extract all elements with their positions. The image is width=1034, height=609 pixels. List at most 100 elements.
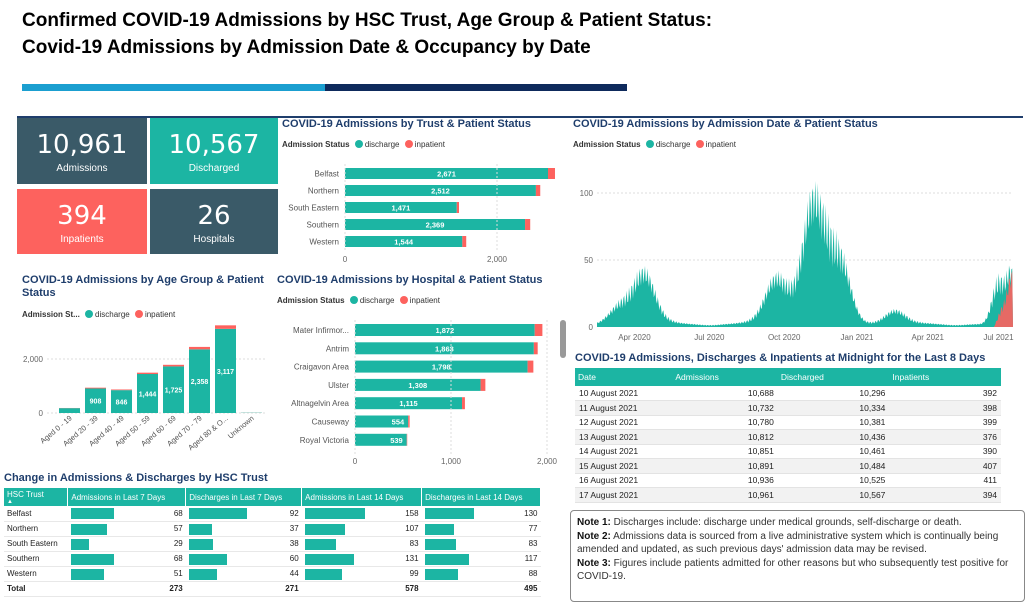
note-text: Discharges include: discharge under medi…: [610, 517, 962, 528]
legend-title: Admission Status: [282, 140, 350, 149]
table-cell: 399: [889, 415, 1001, 430]
bar-discharge[interactable]: [355, 360, 528, 373]
bar-discharge[interactable]: [137, 374, 158, 413]
legend-discharge[interactable]: discharge: [364, 140, 400, 149]
bar-discharge[interactable]: [345, 185, 536, 196]
bar-value-label: 1,725: [165, 388, 183, 395]
table-cell: 10,961: [672, 487, 778, 503]
legend-inpatient[interactable]: inpatient: [409, 296, 440, 305]
trust-cell: Belfast: [4, 506, 68, 522]
column-header[interactable]: Admissions: [672, 368, 778, 386]
legend-inpatient[interactable]: inpatient: [144, 310, 176, 319]
inpatient-dot-icon: [404, 140, 413, 148]
category-label: Antrim: [326, 344, 349, 353]
legend-title: Admission Status: [277, 296, 345, 305]
bar-inpatient[interactable]: [215, 325, 236, 329]
series-inpatient[interactable]: [993, 271, 1013, 327]
bar-discharge[interactable]: [345, 168, 548, 179]
bar-value-label: 1,444: [139, 392, 157, 399]
column-header[interactable]: Admissions in Last 7 Days: [67, 488, 187, 506]
kpi-discharged[interactable]: 10,567 Discharged: [150, 118, 278, 184]
legend-discharge[interactable]: discharge: [655, 140, 691, 149]
trust-legend: Admission Status discharge inpatient: [282, 140, 445, 149]
bar-discharge[interactable]: [355, 342, 534, 355]
bar-inpatient[interactable]: [533, 342, 538, 355]
legend-discharge[interactable]: discharge: [95, 310, 130, 319]
table-cell: 14 August 2021: [575, 444, 673, 459]
table-row: 13 August 2021 10,812 10,436 376: [575, 429, 1001, 445]
table-cell: 10,436: [777, 429, 890, 445]
column-header[interactable]: Inpatients: [889, 368, 1001, 386]
sort-up-icon[interactable]: ▲: [7, 498, 13, 505]
bar-discharge[interactable]: [345, 202, 457, 213]
bar-discharge[interactable]: [163, 366, 184, 413]
value-cell: 60: [185, 551, 302, 567]
inpatient-dot-icon: [695, 140, 704, 148]
bar-inpatient[interactable]: [111, 389, 132, 391]
bar-discharge[interactable]: [59, 408, 80, 413]
bar-discharge[interactable]: [111, 390, 132, 413]
kpi-admissions[interactable]: 10,961 Admissions: [17, 118, 147, 184]
bar-discharge[interactable]: [215, 328, 236, 413]
category-label: Northern: [308, 187, 339, 196]
bar-discharge[interactable]: [355, 433, 407, 446]
bar-discharge[interactable]: [345, 236, 463, 247]
bar-inpatient[interactable]: [85, 387, 106, 389]
date-area-chart: 0 50 100 Apr 2020 Jul 2020 Oct 2020 Jan 2021 Ap…: [580, 181, 1014, 342]
bar-inpatient[interactable]: [480, 378, 486, 391]
bar-discharge[interactable]: [189, 349, 210, 413]
column-header[interactable]: Discharges in Last 14 Days: [421, 488, 541, 506]
bar-inpatient[interactable]: [189, 346, 210, 350]
kpi-inpatients[interactable]: 394 Inpatients: [17, 189, 147, 254]
legend-discharge[interactable]: discharge: [359, 296, 395, 305]
bar-discharge[interactable]: [355, 415, 409, 428]
note-text: Admissions data is sourced from a live a…: [577, 530, 999, 556]
column-header[interactable]: Discharges in Last 7 Days: [185, 488, 303, 506]
y-tick-label: 0: [39, 409, 44, 418]
value-cell: 117: [421, 551, 541, 567]
data-bar: [70, 538, 90, 550]
legend-inpatient[interactable]: inpatient: [705, 140, 736, 149]
table-cell: 13 August 2021: [575, 429, 673, 445]
hospital-chart-scrollbar[interactable]: [560, 320, 566, 358]
cell-value: 68: [173, 554, 183, 563]
value-cell: 51: [67, 566, 186, 582]
bar-discharge[interactable]: [85, 388, 106, 413]
data-bar: [304, 523, 346, 535]
table-cell: 10,334: [777, 400, 890, 416]
bar-inpatient[interactable]: [408, 415, 410, 428]
bar-inpatient[interactable]: [137, 372, 158, 375]
table-cell: 17 August 2021: [575, 487, 673, 503]
column-header[interactable]: Date: [575, 368, 673, 386]
bar-inpatient[interactable]: [527, 360, 534, 373]
bar-discharge[interactable]: [345, 219, 526, 230]
column-header[interactable]: Discharged: [777, 368, 890, 386]
bar-inpatient[interactable]: [163, 364, 184, 367]
bar-inpatient[interactable]: [534, 324, 543, 336]
column-header[interactable]: Admissions in Last 14 Days: [301, 488, 423, 506]
bar-inpatient[interactable]: [462, 236, 467, 247]
bar-inpatient[interactable]: [525, 219, 531, 230]
column-header[interactable]: HSC Trust ▲: [4, 488, 69, 506]
data-bar: [70, 568, 104, 580]
legend-title: Admission St...: [22, 310, 80, 319]
bar-value-label: 539: [390, 436, 403, 445]
bar-inpatient[interactable]: [462, 397, 465, 410]
cell-value: 130: [524, 508, 538, 518]
kpi-hospitals[interactable]: 26 Hospitals: [150, 189, 278, 254]
bar-value-label: 846: [116, 400, 128, 407]
bar-inpatient[interactable]: [456, 202, 459, 213]
bar-discharge[interactable]: [355, 378, 481, 391]
total-row: Total 273 271 578 495: [4, 580, 541, 597]
bar-discharge[interactable]: [355, 324, 535, 336]
bar-discharge[interactable]: [355, 397, 463, 410]
kpi-label: Hospitals: [193, 234, 235, 245]
series-discharge[interactable]: [597, 181, 1013, 327]
bar-inpatient[interactable]: [547, 168, 555, 179]
legend-inpatient[interactable]: inpatient: [414, 140, 445, 149]
change-table-title: Change in Admissions & Discharges by HSC…: [4, 472, 268, 484]
bar-inpatient[interactable]: [535, 185, 541, 196]
table-cell: 10 August 2021: [575, 386, 673, 401]
table-cell: 10,381: [777, 415, 890, 430]
